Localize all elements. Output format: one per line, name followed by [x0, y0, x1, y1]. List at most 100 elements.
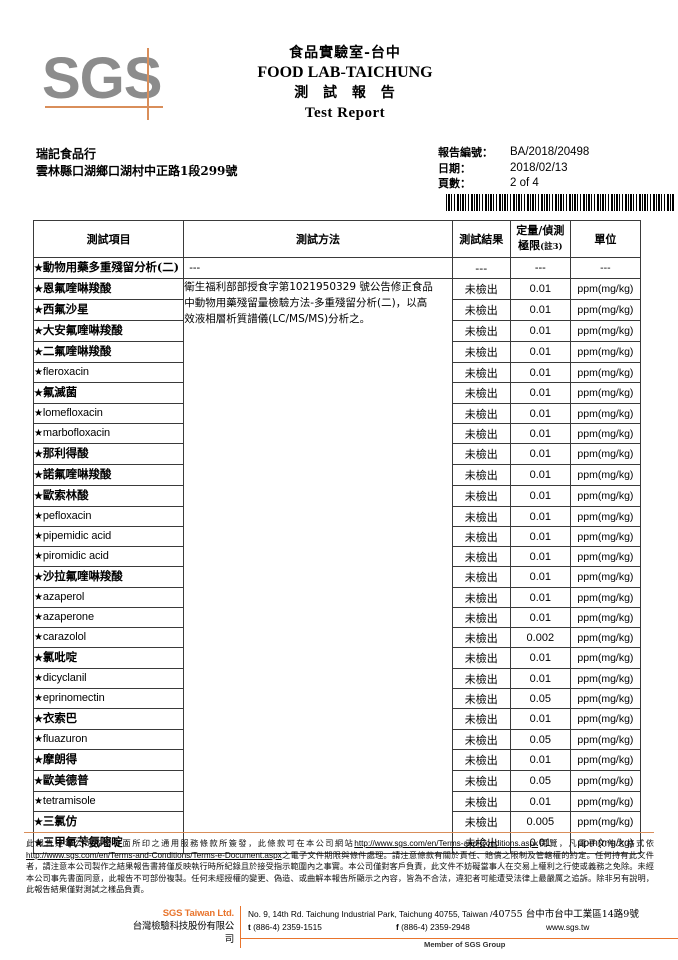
star-icon: ★	[34, 367, 43, 378]
disclaimer-text: 此報告是本公司依照背面所印之通用服務條款所簽發，此條款可在本公司網站http:/…	[26, 838, 654, 896]
cell-unit: ppm(mg/kg)	[569, 770, 642, 792]
cell-test-result: 未檢出	[451, 320, 511, 342]
header-limit: 定量/偵測 極限(註3)	[509, 220, 571, 258]
footer-address-cn: 40755 台中市台中工業區14路9號	[492, 909, 639, 920]
star-icon: ★	[34, 796, 43, 807]
cell-unit: ppm(mg/kg)	[569, 382, 642, 404]
footer-address-line: No. 9, 14th Rd. Taichung Industrial Park…	[248, 908, 648, 921]
cell-unit: ppm(mg/kg)	[569, 362, 642, 383]
star-icon: ★	[34, 693, 43, 704]
star-icon: ★	[34, 284, 43, 295]
cell-detection-limit: 0.005	[509, 811, 571, 833]
page-number-value: 2 of 4	[510, 177, 539, 189]
footer-company-block: SGS Taiwan Ltd. 台灣檢驗科技股份有限公司	[124, 908, 235, 946]
cell-unit: ppm(mg/kg)	[569, 647, 642, 669]
cell-unit: ppm(mg/kg)	[569, 341, 642, 363]
cell-detection-limit: 0.01	[509, 708, 571, 730]
cell-test-result: 未檢出	[451, 526, 511, 547]
cell-detection-limit: 0.01	[509, 382, 571, 404]
cell-test-result: 未檢出	[451, 485, 511, 507]
table-row: ★lomefloxacin 未檢出 0.01 ppm(mg/kg)	[32, 403, 642, 424]
cell-unit: ppm(mg/kg)	[569, 791, 642, 812]
table-row: ★大安氟喹啉羧酸 未檢出 0.01 ppm(mg/kg)	[32, 320, 642, 342]
terms-link[interactable]: http://www.sgs.com/en/Terms-and-Conditio…	[354, 839, 539, 848]
star-icon: ★	[34, 305, 43, 316]
header-result: 測試結果	[451, 220, 511, 258]
cell-unit: ppm(mg/kg)	[569, 708, 642, 730]
report-number-label: 報告編號：	[438, 146, 493, 159]
star-icon: ★	[34, 592, 43, 603]
report-number-row: 報告編號： BA/2018/20498	[438, 145, 678, 161]
cell-test-item: ★三氯仿	[32, 811, 185, 833]
star-icon: ★	[34, 551, 43, 562]
footer-bottom-rule	[240, 938, 678, 939]
cell-test-result: 未檢出	[451, 832, 511, 854]
table-row: ★fleroxacin 未檢出 0.01 ppm(mg/kg)	[32, 362, 642, 383]
cell-unit: ppm(mg/kg)	[569, 485, 642, 507]
cell-test-method: 衛生福利部部授食字第1021950329 號公告修正食品 中動物用藥殘留量檢驗方法…	[183, 278, 453, 854]
cell-test-item: ★大安氟喹啉羧酸	[32, 320, 185, 342]
star-icon: ★	[34, 572, 43, 583]
footer-contact-line: t (886-4) 2359-1515 f (886-4) 2359-2948 …	[248, 921, 648, 933]
table-row: ★西氟沙星 未檢出 0.01 ppm(mg/kg)	[32, 299, 642, 321]
cell-test-result: 未檢出	[451, 708, 511, 730]
star-icon: ★	[34, 470, 43, 481]
cell-test-item: ★摩朗得	[32, 749, 185, 771]
table-row: ★三甲氧苄氨嘧啶 未檢出 0.01 ppm(mg/kg)	[32, 832, 642, 854]
cell-unit: ---	[569, 257, 642, 279]
client-address: 雲林縣口湖鄉口湖村中正路1段299號	[36, 164, 238, 178]
table-row: ★piromidic acid 未檢出 0.01 ppm(mg/kg)	[32, 546, 642, 567]
cell-test-result: 未檢出	[451, 341, 511, 363]
cell-unit: ppm(mg/kg)	[569, 688, 642, 709]
star-icon: ★	[34, 632, 43, 643]
cell-unit: ppm(mg/kg)	[569, 668, 642, 689]
cell-detection-limit: 0.01	[509, 506, 571, 527]
header-method: 測試方法	[183, 220, 453, 258]
cell-test-result: 未檢出	[451, 607, 511, 628]
cell-test-item: ★那利得酸	[32, 443, 185, 465]
cell-test-result: 未檢出	[451, 688, 511, 709]
cell-detection-limit: 0.05	[509, 688, 571, 709]
cell-unit: ppm(mg/kg)	[569, 811, 642, 833]
report-date-value: 2018/02/13	[510, 161, 568, 174]
star-icon: ★	[34, 428, 43, 439]
cell-unit: ppm(mg/kg)	[569, 587, 642, 608]
cell-unit: ppm(mg/kg)	[569, 299, 642, 321]
results-table-wrapper: 測試項目 測試方法 測試結果 定量/偵測 極限(註3) 單位 ★動物用藥多重殘留…	[32, 220, 642, 854]
disclaimer-part3: 之電子文件期限與條件處理。請注意條款有關於責任、賠償之限制及管轄權的約定。任何持…	[26, 849, 654, 895]
header-limit-sub: 極限	[518, 239, 541, 252]
cell-unit: ppm(mg/kg)	[569, 443, 642, 465]
cell-detection-limit: 0.01	[509, 443, 571, 465]
cell-detection-limit: 0.05	[509, 729, 571, 750]
footer-company-en: SGS Taiwan Ltd.	[162, 908, 234, 919]
client-block: 瑞記食品行 雲林縣口湖鄉口湖村中正路1段299號	[36, 146, 237, 180]
cell-test-method: ---	[183, 257, 453, 279]
method-line: 衛生福利部部授食字第1021950329 號公告修正食品	[184, 281, 433, 293]
star-icon: ★	[34, 326, 43, 337]
cell-test-result: 未檢出	[451, 811, 511, 833]
cell-test-result: 未檢出	[451, 443, 511, 465]
page-footer: SGS Taiwan Ltd. 台灣檢驗科技股份有限公司 No. 9, 14th…	[24, 906, 678, 954]
cell-test-result: 未檢出	[451, 587, 511, 608]
cell-test-item: ★azaperol	[32, 587, 185, 608]
cell-test-result: ---	[451, 257, 511, 279]
page-number-label: 頁數：	[438, 177, 471, 190]
footer-telephone: t (886-4) 2359-1515	[248, 921, 396, 933]
cell-test-item: ★沙拉氟喹啉羧酸	[32, 566, 185, 588]
report-date-row: 日期： 2018/02/13	[438, 161, 678, 177]
table-header-row: 測試項目 測試方法 測試結果 定量/偵測 極限(註3) 單位	[32, 220, 642, 258]
footer-website[interactable]: www.sgs.tw	[546, 922, 590, 932]
terms-e-document-link[interactable]: http://www.sgs.com/en/Terms-and-Conditio…	[26, 850, 282, 860]
star-icon: ★	[34, 388, 43, 399]
cell-detection-limit: 0.01	[509, 320, 571, 342]
cell-test-result: 未檢出	[451, 362, 511, 383]
cell-test-result: 未檢出	[451, 278, 511, 300]
footer-top-rule	[24, 832, 654, 833]
cell-test-item: ★lomefloxacin	[32, 403, 185, 424]
table-row: ★動物用藥多重殘留分析(二) --- --- --- ---	[32, 257, 642, 279]
footer-fax-value: (886-4) 2359-2948	[401, 922, 470, 932]
cell-test-item: ★pipemidic acid	[32, 526, 185, 547]
disclaimer-part1: 此報告是本公司依照背面所印之通用服務條款所簽發，此條款可在本公司網站	[26, 838, 355, 848]
cell-test-result: 未檢出	[451, 566, 511, 588]
